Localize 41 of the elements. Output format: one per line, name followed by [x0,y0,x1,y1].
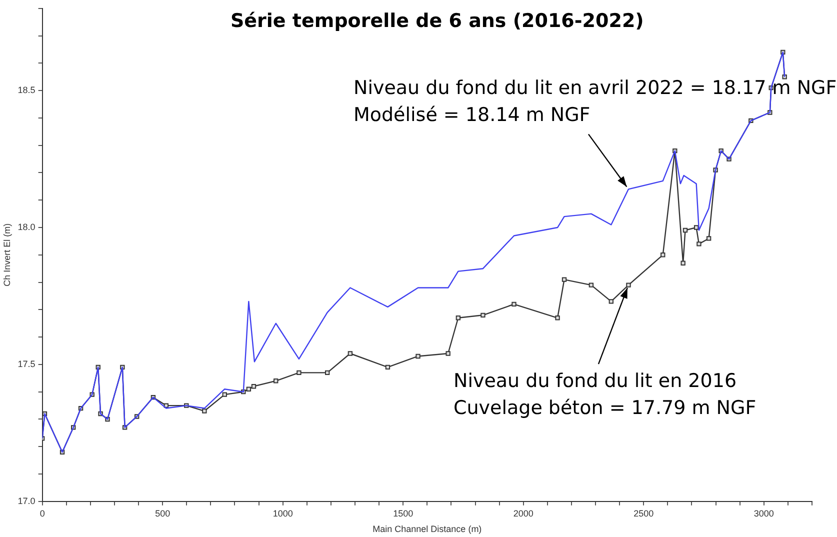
y-tick-label: 17.0 [18,496,36,506]
x-tick-label: 2500 [634,508,654,518]
y-tick-label: 18.0 [18,222,36,232]
point [562,277,567,282]
point [385,364,390,370]
point [325,370,330,376]
point [694,225,699,230]
x-tick-label: 1000 [272,508,293,518]
annotation: Niveau du fond du lit en 2016 Cuvelage béton = 17.79 m NGF [453,370,756,419]
point [555,316,560,320]
point [202,408,207,414]
x-axis-title: Main Channel Distance (m) [372,524,482,534]
y-tick-label: 17.5 [18,358,36,369]
point [348,351,353,356]
point [706,236,712,241]
point [296,370,302,376]
y-axis-title: Ch Invert El (m) [2,223,12,286]
chart-title: Série temporelle de 6 ans (2016-2022) [230,10,644,32]
point [682,228,688,233]
point [222,392,227,397]
y-tick-label: 18.5 [18,85,36,96]
point [626,282,631,288]
point [512,302,516,307]
point [446,351,450,356]
x-tick-label: 3000 [754,508,774,518]
x-tick-label: 0 [40,508,45,518]
point [416,354,420,359]
x-tick-label: 500 [155,508,170,518]
point [660,252,666,258]
point [608,299,614,304]
x-tick-label: 1500 [393,508,414,518]
point [480,312,486,318]
point [251,384,256,389]
point [696,242,702,246]
point [680,260,686,266]
point [246,386,252,392]
point [456,316,461,320]
annotation: Niveau du fond du lit en avril 2022 = 18.17 m NGF Modélisé = 18.14 m NGF [353,77,837,126]
point [274,378,278,384]
point [588,282,594,288]
x-tick-label: 2000 [513,508,534,518]
